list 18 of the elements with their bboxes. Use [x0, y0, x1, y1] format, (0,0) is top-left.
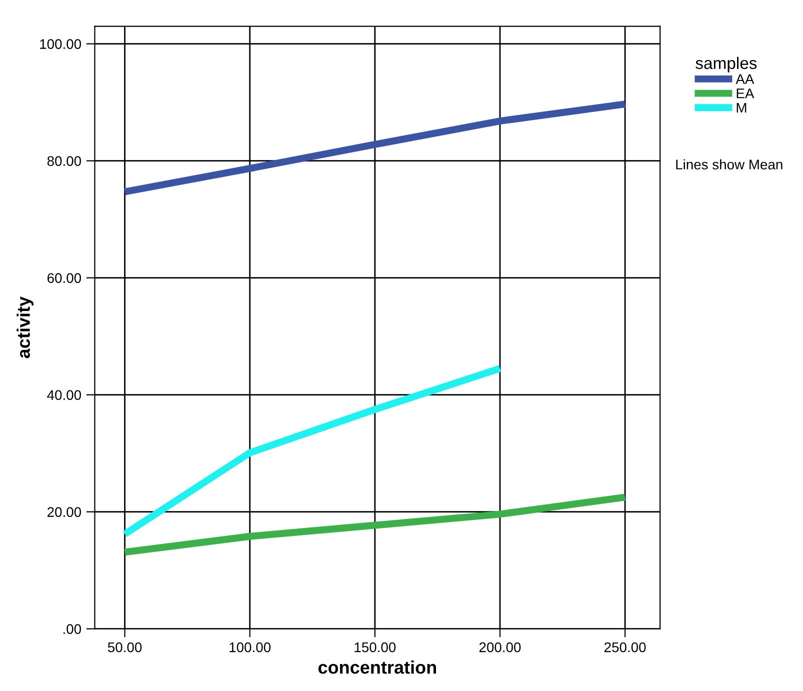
x-tick-label: 50.00 [108, 642, 142, 652]
y-tick-label: .00 [64, 624, 82, 634]
y-tick-label: 40.00 [47, 390, 82, 400]
y-tick-label: 20.00 [48, 507, 82, 517]
legend-title: samples [696, 56, 757, 72]
y-tick-label: 60.00 [48, 273, 82, 283]
legend-label: M [736, 102, 746, 112]
y-axis-title: activity [16, 296, 34, 358]
x-tick-label: 250.00 [604, 642, 646, 652]
x-tick-label: 200.00 [479, 642, 521, 652]
text: Lines show Mean [676, 159, 782, 170]
y-tick-label: 80.00 [47, 156, 82, 166]
x-tick-label: 150.00 [354, 642, 396, 652]
x-axis-title: concentration [318, 660, 436, 674]
x-tick-label: 100.00 [230, 642, 271, 652]
y-tick-label: 100.00 [40, 39, 82, 49]
legend-label: EA [736, 88, 754, 98]
legend-label: AA [736, 74, 754, 84]
